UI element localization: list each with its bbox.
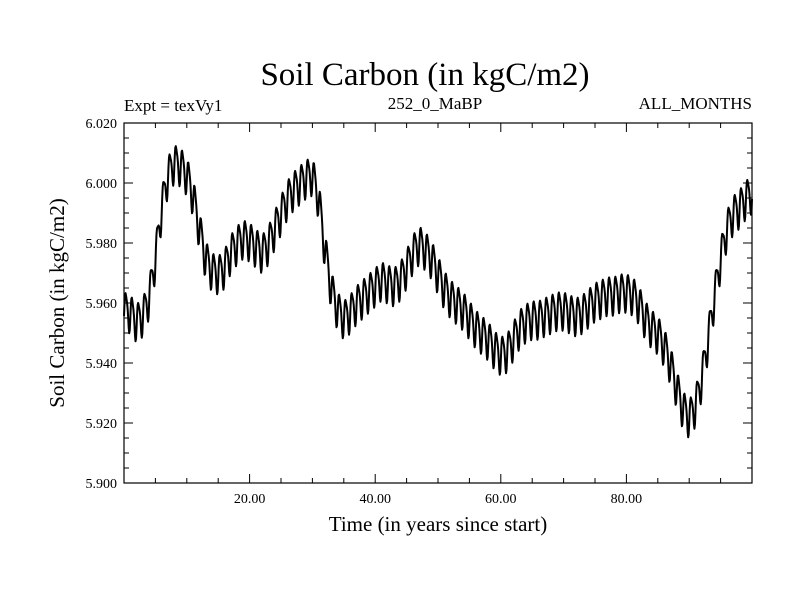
plot-frame xyxy=(123,122,753,484)
y-tick-label: 5.900 xyxy=(86,477,118,492)
x-tick-label: 40.00 xyxy=(359,492,391,507)
period-label: 252_0_MaBP xyxy=(388,94,482,113)
y-tick-label: 5.920 xyxy=(86,417,118,432)
x-axis-label: Time (in years since start) xyxy=(329,512,548,536)
y-tick-label: 5.940 xyxy=(86,357,118,372)
months-label: ALL_MONTHS xyxy=(639,94,752,113)
soil-carbon-line xyxy=(123,145,753,439)
x-tick-label: 60.00 xyxy=(485,492,517,507)
chart-title: Soil Carbon (in kgC/m2) xyxy=(260,57,589,93)
y-axis-label: Soil Carbon (in kgC/m2) xyxy=(45,198,69,407)
tick-labels: 20.00 40.00 60.00 80.00 5.900 5.920 5.940 5.960… xyxy=(86,117,643,507)
y-tick-label: 6.000 xyxy=(86,177,118,192)
ticks xyxy=(124,123,752,483)
y-tick-label: 5.960 xyxy=(86,297,118,312)
y-tick-label: 5.980 xyxy=(86,237,118,252)
experiment-label: Expt = texVy1 xyxy=(124,96,222,115)
x-tick-label: 20.00 xyxy=(234,492,266,507)
y-tick-label: 6.020 xyxy=(86,117,118,132)
x-tick-label: 80.00 xyxy=(611,492,643,507)
